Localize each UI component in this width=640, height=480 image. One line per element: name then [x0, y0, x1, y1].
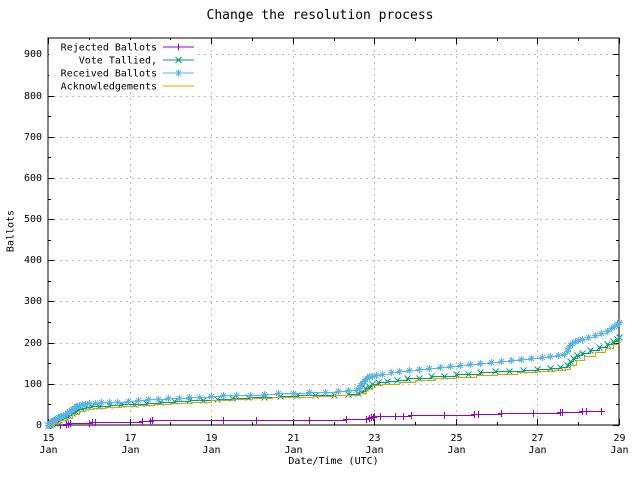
legend-entry-acknowledgements: Acknowledgements	[61, 82, 194, 93]
y-tick-label: 200	[24, 338, 42, 349]
x-axis-title: Date/Time (UTC)	[288, 456, 379, 467]
legend-label: Rejected Ballots	[61, 43, 157, 54]
legend-label: Received Ballots	[61, 69, 157, 80]
x-tick-label-day: 19	[205, 433, 217, 444]
x-tick-label-month: Jan	[610, 445, 628, 456]
plot-frame	[47, 37, 620, 426]
legend-entry-vote-tallied: Vote Tallied,	[79, 56, 194, 67]
x-tick-label-day: 25	[450, 433, 462, 444]
x-tick-label-month: Jan	[39, 445, 57, 456]
legend-entry-received-ballots: Received Ballots	[61, 69, 194, 80]
y-tick-label: 100	[24, 379, 42, 390]
chart-title: Change the resolution process	[206, 8, 434, 23]
legend-marker-plus	[175, 43, 182, 51]
x-tick-label-month: Jan	[121, 445, 139, 456]
legend-label: Acknowledgements	[61, 82, 157, 93]
series-line-acknowledgements	[48, 340, 620, 426]
y-tick-label: 900	[24, 49, 42, 60]
x-tick-label-month: Jan	[528, 445, 546, 456]
legend-background	[49, 40, 198, 92]
legend-label: Vote Tallied,	[79, 56, 157, 67]
x-tick-label-month: Jan	[447, 445, 465, 456]
y-axis-title: Ballots	[5, 209, 17, 253]
legend-entry-rejected-ballots: Rejected Ballots	[61, 43, 194, 54]
series-markers-received-ballots	[45, 319, 623, 429]
x-tick-label-day: 15	[42, 433, 54, 444]
legend-marker-asterisk	[175, 69, 182, 77]
y-tick-label: 700	[24, 132, 42, 143]
y-tick-label: 600	[24, 173, 42, 184]
x-tick-label-day: 23	[368, 433, 380, 444]
y-tick-label: 400	[24, 255, 42, 266]
x-tick-label-month: Jan	[202, 445, 220, 456]
series-markers-vote-tallied	[45, 334, 623, 429]
x-tick-label-day: 27	[531, 433, 543, 444]
y-tick-label: 500	[24, 214, 42, 225]
series-line-rejected-ballots	[50, 411, 602, 426]
x-tick-label-month: Jan	[284, 445, 302, 456]
x-tick-label-month: Jan	[365, 445, 383, 456]
x-tick-label-day: 17	[124, 433, 136, 444]
y-tick-label: 0	[36, 420, 42, 431]
x-tick-label-day: 29	[613, 433, 625, 444]
y-tick-label: 300	[24, 296, 42, 307]
legend-marker-cross	[175, 56, 182, 64]
y-tick-label: 800	[24, 91, 42, 102]
x-tick-label-day: 21	[287, 433, 299, 444]
